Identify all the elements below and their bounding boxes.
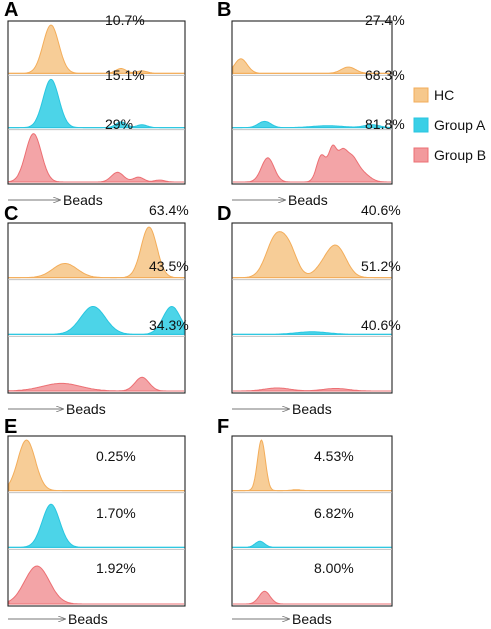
histogram-hc: [232, 439, 392, 492]
x-axis-label: Beads: [292, 401, 332, 417]
percentage-label: 1.92%: [96, 560, 136, 576]
percentage-label: 40.6%: [361, 317, 401, 333]
percentage-label: 34.3%: [149, 317, 189, 333]
histogram-group-b: [8, 133, 184, 183]
panel-frame: [7, 435, 186, 607]
histogram-group-b: [233, 590, 391, 605]
percentage-label: 27.4%: [365, 12, 405, 28]
percentage-label: 43.5%: [149, 258, 189, 274]
panel-label: A: [4, 0, 18, 21]
percentage-label: 40.6%: [361, 202, 401, 218]
percentage-label: 63.4%: [149, 202, 189, 218]
panel-label: C: [4, 203, 18, 225]
panel-a: A 10.7% 15.1% 29% Beads: [4, 0, 186, 208]
histogram-group-a: [232, 540, 392, 548]
legend: HC Group A Group B: [413, 87, 486, 163]
histogram-group-b: [8, 376, 184, 392]
histogram-group-a: [232, 120, 392, 129]
histogram-group-a: [8, 78, 185, 129]
percentage-label: 6.82%: [314, 505, 354, 521]
legend-swatch: [413, 117, 429, 133]
panel-d: D 40.6% 51.2% 40.6% Beads: [217, 202, 401, 417]
histogram-group-b: [233, 144, 391, 183]
percentage-label: 4.53%: [314, 448, 354, 464]
panel-b: B 27.4% 68.3% 81.8% Beads: [217, 0, 405, 208]
panel-frame: [231, 20, 393, 185]
x-axis-label: Beads: [68, 611, 108, 627]
histogram-hc: [8, 24, 185, 74]
legend-swatch: [413, 87, 429, 103]
x-axis-label: Beads: [288, 192, 328, 208]
panel-frame: [7, 20, 186, 185]
panel-label: E: [4, 416, 17, 438]
percentage-label: 29%: [105, 116, 133, 132]
panel-label: F: [217, 416, 229, 438]
percentage-label: 68.3%: [365, 67, 405, 83]
legend-label: Group A: [434, 117, 486, 133]
panel-frame: [231, 222, 393, 394]
panel-c: C 63.4% 43.5% 34.3% Beads: [4, 202, 189, 417]
percentage-label: 1.70%: [96, 505, 136, 521]
x-axis-label: Beads: [63, 192, 103, 208]
legend-label: HC: [434, 87, 454, 103]
percentage-label: 8.00%: [314, 560, 354, 576]
panel-f: F 4.53% 6.82% 8.00% Beads: [217, 416, 393, 627]
percentage-label: 0.25%: [96, 448, 136, 464]
legend-label: Group B: [434, 147, 486, 163]
legend-swatch: [413, 147, 429, 163]
percentage-label: 51.2%: [361, 258, 401, 274]
panel-frame: [7, 222, 186, 394]
x-axis-label: Beads: [292, 611, 332, 627]
panel-label: B: [217, 0, 231, 21]
percentage-label: 10.7%: [105, 12, 145, 28]
percentage-label: 15.1%: [105, 67, 145, 83]
panel-e: E 0.25% 1.70% 1.92% Beads: [4, 416, 186, 627]
x-axis-label: Beads: [66, 401, 106, 417]
panel-label: D: [217, 203, 231, 225]
panel-frame: [231, 435, 393, 607]
percentage-label: 81.8%: [365, 116, 405, 132]
